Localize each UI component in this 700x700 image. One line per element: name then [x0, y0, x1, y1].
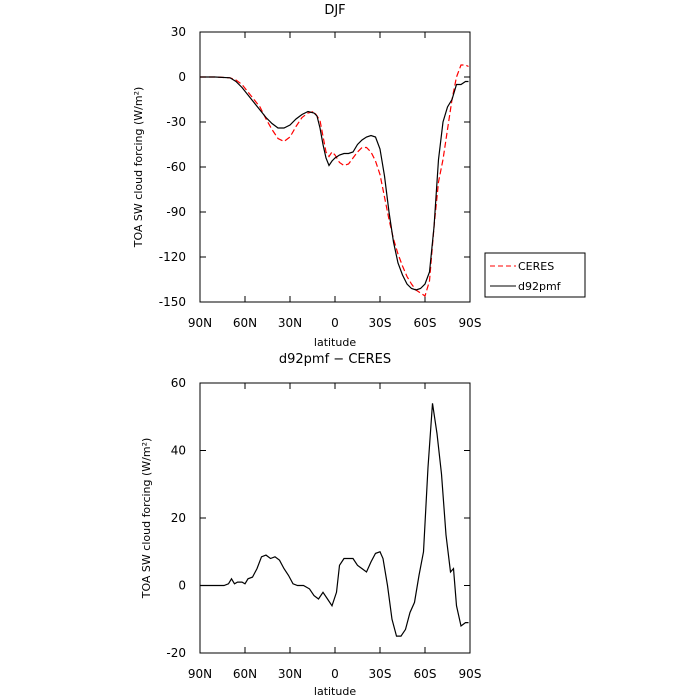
top-y-axis-label: TOA SW cloud forcing (W/m²): [132, 87, 145, 249]
top-x-tick-label: 30N: [278, 316, 302, 330]
bottom-y-tick-label: 0: [178, 579, 186, 593]
top-y-tick-label: 0: [178, 70, 186, 84]
bottom-x-axis-label: latitude: [314, 685, 356, 698]
legend-ceres-label: CERES: [518, 260, 554, 273]
legend-box: [484, 252, 586, 298]
bottom-y-axis-label: TOA SW cloud forcing (W/m²): [140, 438, 153, 600]
bottom-x-tick-label: 90N: [188, 667, 212, 681]
bottom-x-tick-label: 60N: [233, 667, 257, 681]
top-y-tick-label: -30: [166, 115, 186, 129]
top-x-tick-label: 0: [331, 316, 339, 330]
bottom-y-tick-label: 60: [171, 376, 186, 390]
bottom-x-tick-label: 60S: [414, 667, 437, 681]
top-y-tick-label: -90: [166, 205, 186, 219]
bottom-y-tick-label: -20: [166, 646, 186, 660]
top-plot-frame: [199, 31, 471, 303]
top-x-axis-label: latitude: [314, 336, 356, 349]
top-x-tick-label: 30S: [369, 316, 392, 330]
top-y-tick-label: 30: [171, 25, 186, 39]
bottom-plot-frame: [199, 382, 471, 654]
bottom-y-tick-label: 40: [171, 444, 186, 458]
bottom-x-tick-label: 0: [331, 667, 339, 681]
top-x-tick-label: 60S: [414, 316, 437, 330]
top-x-tick-label: 90N: [188, 316, 212, 330]
bottom-x-tick-label: 30N: [278, 667, 302, 681]
bottom-chart-title: d92pmf − CERES: [279, 352, 391, 367]
top-y-tick-label: -120: [159, 250, 186, 264]
top-series-ceres-line: [200, 64, 469, 297]
legend: CERES d92pmf: [484, 252, 586, 298]
top-y-tick-label: -60: [166, 160, 186, 174]
top-chart: DJF 90N 60N 30N 0 30S 60S 90S 30 0 -30 -60 -90 -120…: [132, 3, 586, 349]
bottom-x-tick-label: 30S: [369, 667, 392, 681]
bottom-series-difference-line: [200, 403, 469, 637]
top-x-tick-label: 90S: [459, 316, 482, 330]
top-series-d92pmf-line: [200, 76, 469, 291]
legend-d92pmf-label: d92pmf: [518, 280, 562, 293]
top-x-tick-label: 60N: [233, 316, 257, 330]
bottom-x-tick-label: 90S: [459, 667, 482, 681]
top-chart-title: DJF: [324, 3, 345, 18]
bottom-chart: d92pmf − CERES 90N 60N 30N 0 30S 60S 90S 60 40 2…: [140, 352, 481, 698]
top-y-tick-label: -150: [159, 295, 186, 309]
bottom-y-tick-label: 20: [171, 511, 186, 525]
